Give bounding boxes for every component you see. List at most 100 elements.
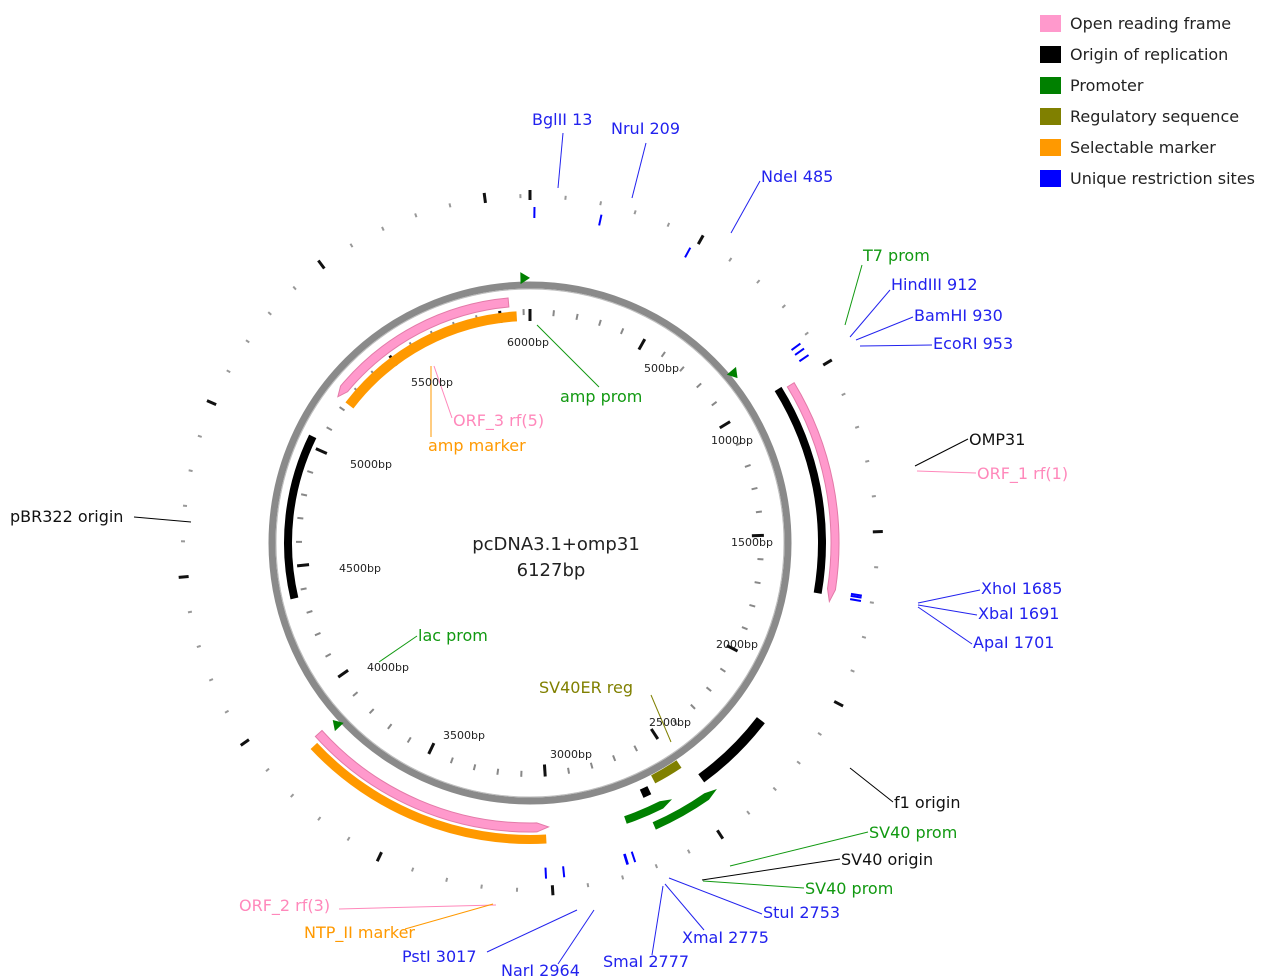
legend-item-orf: Open reading frame: [1040, 8, 1263, 39]
ruler-tick: [633, 745, 638, 752]
leader-ndei: [730, 180, 761, 234]
leader-lines: [133, 132, 981, 965]
outer-tick: [445, 877, 449, 883]
label-orf-2: ORF_2 rf(3): [239, 896, 330, 916]
feature-omp31: [774, 386, 826, 594]
legend: Open reading frame Origin of replication…: [1040, 8, 1263, 194]
leader-pbr322-origin: [133, 516, 192, 523]
leader-smai: [651, 885, 664, 956]
ruler-label-3000: 3000bp: [550, 748, 592, 761]
label-lac-prom: lac prom: [418, 626, 488, 645]
outer-tick: [666, 222, 671, 228]
ruler-tick: [719, 667, 726, 673]
leader-sv40-prom-1: [729, 831, 869, 867]
outer-tick: [746, 810, 751, 815]
ruler-tick: [315, 447, 328, 455]
feature-arcs: [283, 272, 840, 844]
site-label-ndei: NdeI 485: [761, 167, 833, 186]
leader-xhoi: [917, 589, 981, 604]
legend-swatch: [1040, 139, 1061, 156]
ruler-label-6000: 6000bp: [507, 336, 549, 349]
site-label-smai: SmaI 2777: [603, 952, 689, 971]
leader-xbai: [917, 604, 978, 616]
outer-tick: [781, 304, 786, 309]
outer-tick: [480, 884, 483, 889]
leader-ntp-ii: [404, 903, 494, 930]
legend-label: Promoter: [1070, 76, 1144, 95]
outer-tick: [381, 226, 385, 231]
ruler-label-500: 500bp: [644, 362, 679, 375]
label-t7-prom: T7 prom: [862, 246, 930, 265]
ruler-tick: [326, 426, 333, 432]
site-tick-nrui: [598, 214, 603, 226]
site-label-nrui: NruI 209: [611, 119, 680, 138]
ruler-tick: [696, 382, 702, 389]
legend-swatch: [1040, 15, 1061, 32]
ruler-tick: [749, 603, 756, 608]
amp-prom-arrow: [520, 272, 531, 285]
site-label-apai: ApaI 1701: [973, 633, 1054, 652]
outer-tick: [861, 635, 867, 639]
outer-tick: [178, 574, 189, 579]
ruler-tick: [679, 366, 685, 372]
ruler-tick: [307, 470, 314, 474]
ruler-tick: [711, 400, 718, 407]
leader-sv40-origin: [701, 858, 841, 881]
legend-label: Regulatory sequence: [1070, 107, 1240, 126]
outer-tick: [550, 885, 555, 896]
legend-item-sites: Unique restriction sites: [1040, 163, 1263, 194]
site-ticks: [533, 207, 863, 879]
ruler-tick: [741, 626, 748, 631]
site-tick-smai: [623, 853, 629, 865]
ruler-tick: [406, 736, 412, 743]
feature-f1-origin: [698, 717, 765, 783]
outer-tick: [728, 257, 733, 262]
leader-lac-prom: [378, 635, 418, 663]
ruler-label-1500: 1500bp: [731, 536, 773, 549]
ruler-tick: [427, 742, 436, 755]
outer-tick: [621, 875, 625, 880]
ruler-label-5500: 5500bp: [411, 376, 453, 389]
ruler-tick: [567, 767, 571, 774]
outer-tick: [267, 311, 272, 316]
site-label-bamhi: BamHI 930: [914, 306, 1003, 325]
feature-sv40er-reg: [651, 760, 682, 784]
ruler-tick: [368, 708, 375, 715]
site-label-xbai: XbaI 1691: [978, 604, 1059, 623]
feature-pbr322-origin: [283, 434, 317, 600]
outer-tick: [375, 851, 383, 862]
ruler-tick: [705, 686, 712, 692]
legend-label: Open reading frame: [1070, 14, 1232, 33]
leader-stui: [668, 877, 763, 915]
t7-arrow: [726, 366, 738, 379]
leader-apai: [917, 606, 973, 645]
ruler-tick: [650, 728, 660, 740]
ruler-label-5000: 5000bp: [350, 458, 392, 471]
site-tick-ndei: [684, 247, 692, 258]
outer-tick: [482, 192, 487, 204]
outer-tick: [869, 601, 874, 604]
leader-bamhi: [855, 316, 914, 341]
ruler-tick: [306, 610, 313, 614]
ruler-tick: [496, 768, 500, 775]
lac-arrow: [332, 720, 344, 732]
plasmid-name: pcDNA3.1+omp31: [472, 534, 640, 555]
label-pbr322-origin: pBR322 origin: [10, 507, 123, 526]
leader-psti: [486, 909, 578, 953]
ruler-tick: [575, 313, 579, 320]
ruler-tick: [449, 757, 454, 764]
site-tick-xhoi: [850, 592, 863, 597]
leader-sv40-prom-2: [702, 880, 805, 889]
ruler-label-1000: 1000bp: [711, 434, 753, 447]
ruler-label-4500: 4500bp: [339, 562, 381, 575]
outer-tick: [197, 434, 203, 438]
ruler-tick: [620, 328, 625, 335]
site-label-psti: PstI 3017: [402, 947, 477, 966]
site-label-nari: NarI 2964: [501, 961, 580, 980]
leader-amp-prom: [536, 324, 600, 388]
label-sv40-origin: SV40 origin: [841, 850, 933, 869]
outer-tick: [208, 678, 214, 682]
outer-tick: [796, 760, 801, 765]
ruler-tick: [300, 493, 308, 497]
label-sv40-prom-1: SV40 prom: [869, 823, 957, 842]
